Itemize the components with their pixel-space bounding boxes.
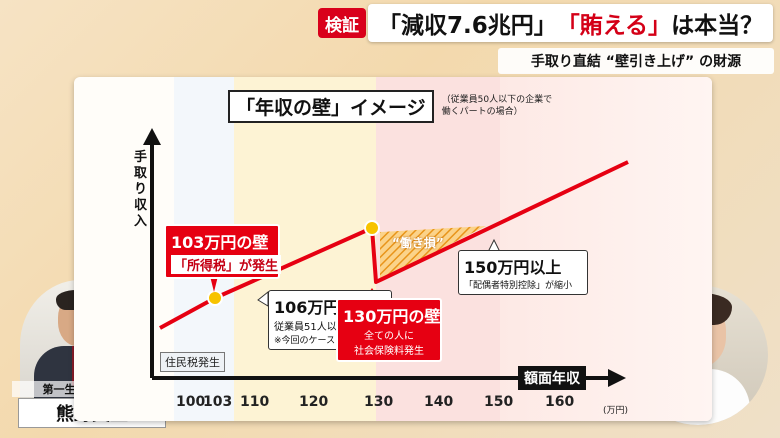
board-title: 「年収の壁」イメージ xyxy=(228,89,434,123)
callout-130-wall: 130万円の壁 全ての人に 社会保険料発生 xyxy=(336,298,442,362)
x-axis-label: 額面年収 xyxy=(518,366,586,390)
callout-130-line1: 全ての人に xyxy=(364,331,414,342)
callout-103-badge: 「所得税」が発生 xyxy=(171,255,282,274)
callout-103-wall: 103万円の壁 「所得税」が発生 xyxy=(164,224,282,279)
x-tick: 150 xyxy=(484,394,514,410)
callout-150-line1: 「配偶者特別控除」が縮小 xyxy=(464,281,573,291)
headline-part1: 「減収7.6兆円」 xyxy=(378,13,557,39)
verification-tag: 検証 xyxy=(318,8,366,38)
x-tick: 100 xyxy=(176,394,206,410)
x-tick: 103 xyxy=(203,394,233,410)
callout-106-line1: 従業員51人以上 xyxy=(274,322,347,333)
callout-150-title: 150万円以上 xyxy=(464,258,562,277)
x-tick: 130 xyxy=(364,394,394,410)
y-axis-label: 手取り収入 xyxy=(134,150,148,229)
x-axis-arrow xyxy=(608,369,626,387)
board-title-row: 「年収の壁」イメージ （従業員50人以下の企業で働くパートの場合） xyxy=(228,89,554,123)
x-tick: 160 xyxy=(545,394,575,410)
callout-106-tail xyxy=(257,290,269,307)
callout-106-line2: ※今回のケースは該当せず xyxy=(274,336,381,346)
wall-130-marker xyxy=(364,220,380,236)
callout-130-line2: 社会保険料発生 xyxy=(354,346,424,357)
headline-part2: 「賄える」 xyxy=(556,13,672,39)
subheadline: 手取り直結 “壁引き上げ” の財源 xyxy=(498,48,774,74)
wall-103-marker xyxy=(207,290,223,306)
callout-103-title: 103万円の壁 xyxy=(171,233,269,252)
work-loss-label: “働き損” xyxy=(392,236,444,250)
headline-part3: は本当？ xyxy=(671,13,764,39)
x-tick: 120 xyxy=(299,394,329,410)
headline-banner: 「減収7.6兆円」 「賄える」 は本当？ xyxy=(368,4,774,42)
x-tick: 110 xyxy=(240,394,270,410)
residence-tax-label: 住民税発生 xyxy=(160,352,225,372)
board-note: （従業員50人以下の企業で働くパートの場合） xyxy=(441,95,553,117)
band-yellow-right xyxy=(500,77,712,421)
callout-130-title: 130万円の壁 xyxy=(343,307,441,326)
x-tick: 140 xyxy=(424,394,454,410)
callout-150-over: 150万円以上 「配偶者特別控除」が縮小 xyxy=(458,250,588,295)
y-axis-arrow xyxy=(143,128,161,145)
x-unit: (万円) xyxy=(603,406,629,416)
